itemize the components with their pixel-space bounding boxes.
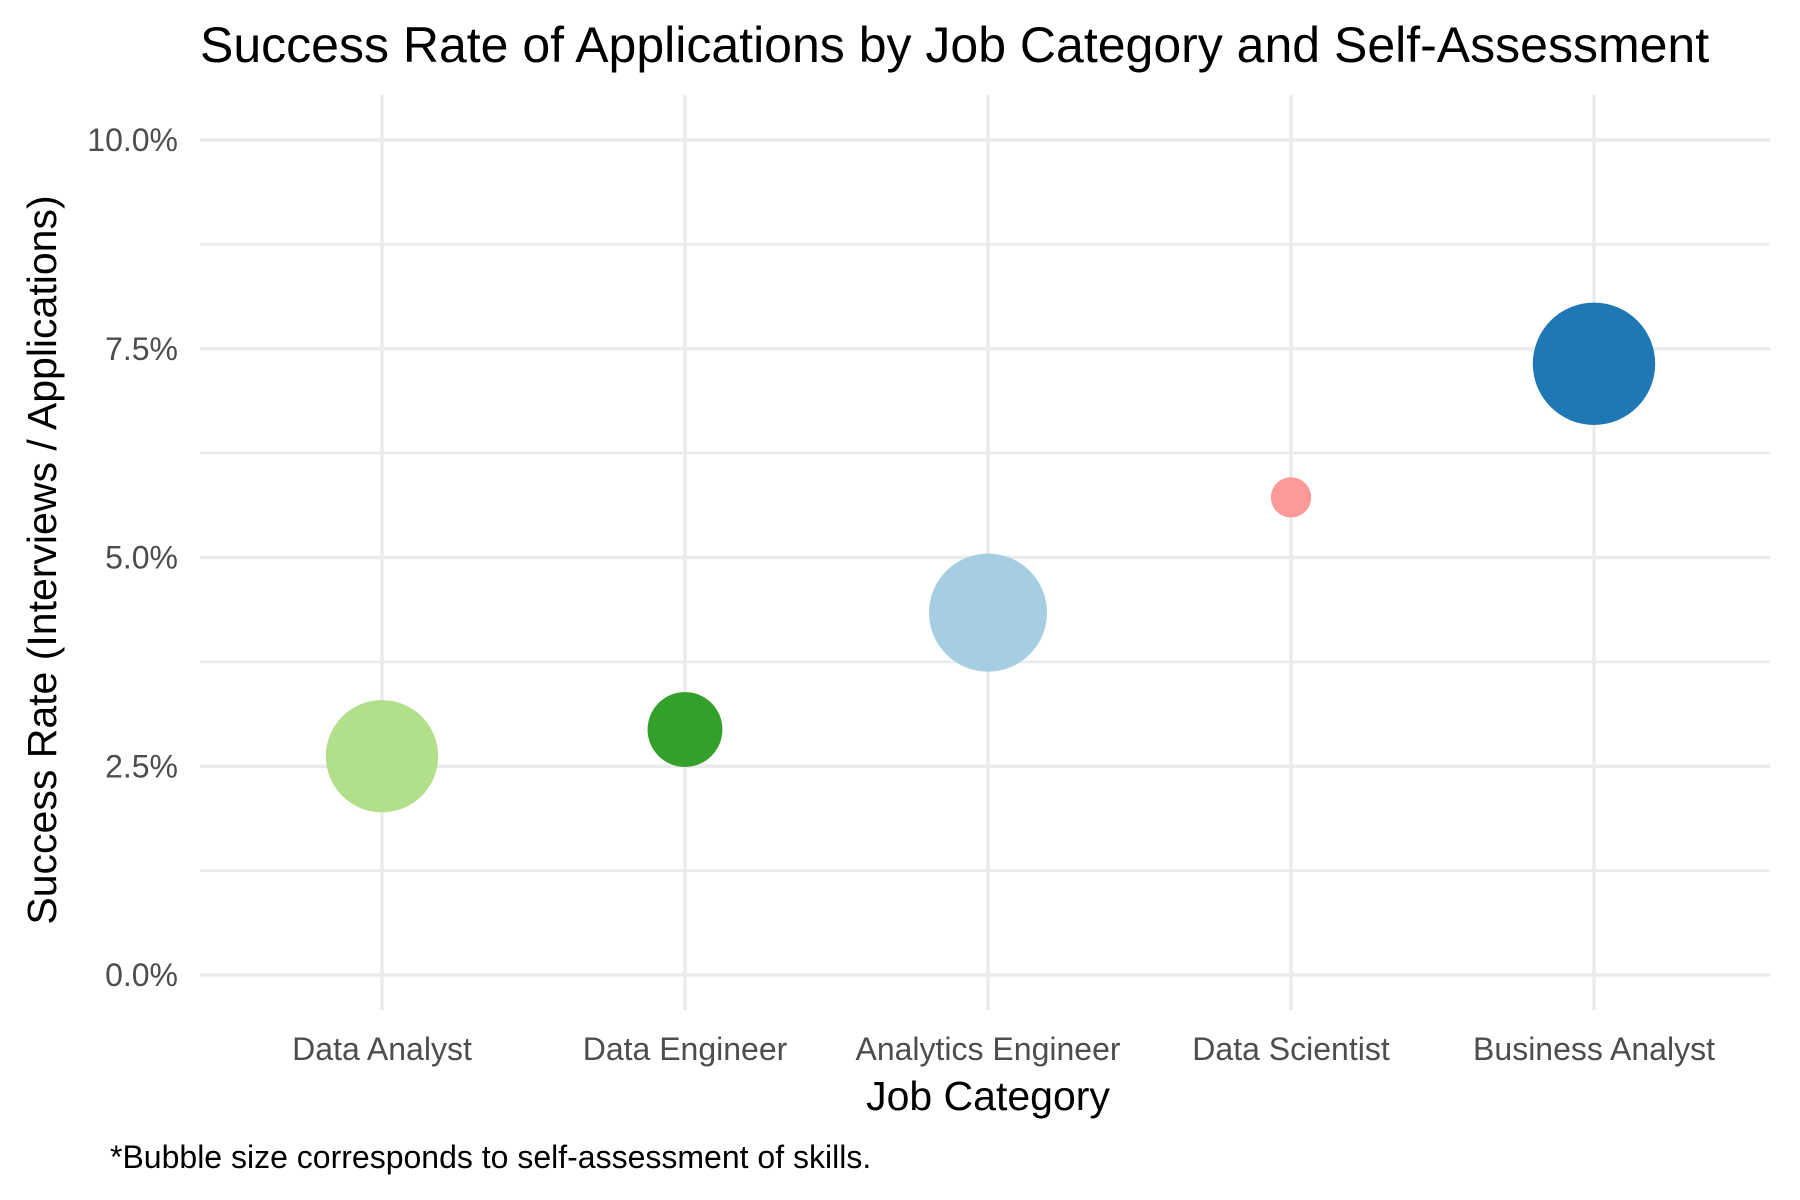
chart-caption: *Bubble size corresponds to self-assessm… (110, 1139, 871, 1175)
bubble-data-scientist (1270, 477, 1312, 518)
bubble-data-engineer (647, 692, 723, 767)
bubble-data-analyst (325, 700, 439, 813)
y-tick-label: 0.0% (105, 957, 178, 993)
y-tick-label: 7.5% (105, 331, 178, 367)
chart-title: Success Rate of Applications by Job Cate… (200, 17, 1709, 73)
bubble-analytics-engineer (928, 553, 1048, 672)
x-axis-ticks: Data Analyst Data Engineer Analytics Engin… (292, 1031, 1715, 1067)
y-tick-label: 2.5% (105, 748, 178, 784)
minor-gridlines (200, 243, 1770, 872)
x-tick-label: Business Analyst (1473, 1031, 1715, 1067)
x-tick-label: Data Scientist (1192, 1031, 1390, 1067)
bubble-layer (325, 302, 1656, 813)
major-gridlines (200, 95, 1770, 1010)
x-tick-label: Data Engineer (583, 1031, 788, 1067)
x-tick-label: Analytics Engineer (855, 1031, 1120, 1067)
y-tick-label: 10.0% (87, 122, 178, 158)
x-tick-label: Data Analyst (292, 1031, 472, 1067)
bubble-business-analyst (1532, 302, 1656, 425)
y-axis-ticks: 0.0% 2.5% 5.0% 7.5% 10.0% (87, 122, 178, 993)
y-tick-label: 5.0% (105, 540, 178, 576)
y-axis-title: Success Rate (Interviews / Applications) (19, 195, 65, 924)
x-axis-title: Job Category (866, 1073, 1110, 1119)
